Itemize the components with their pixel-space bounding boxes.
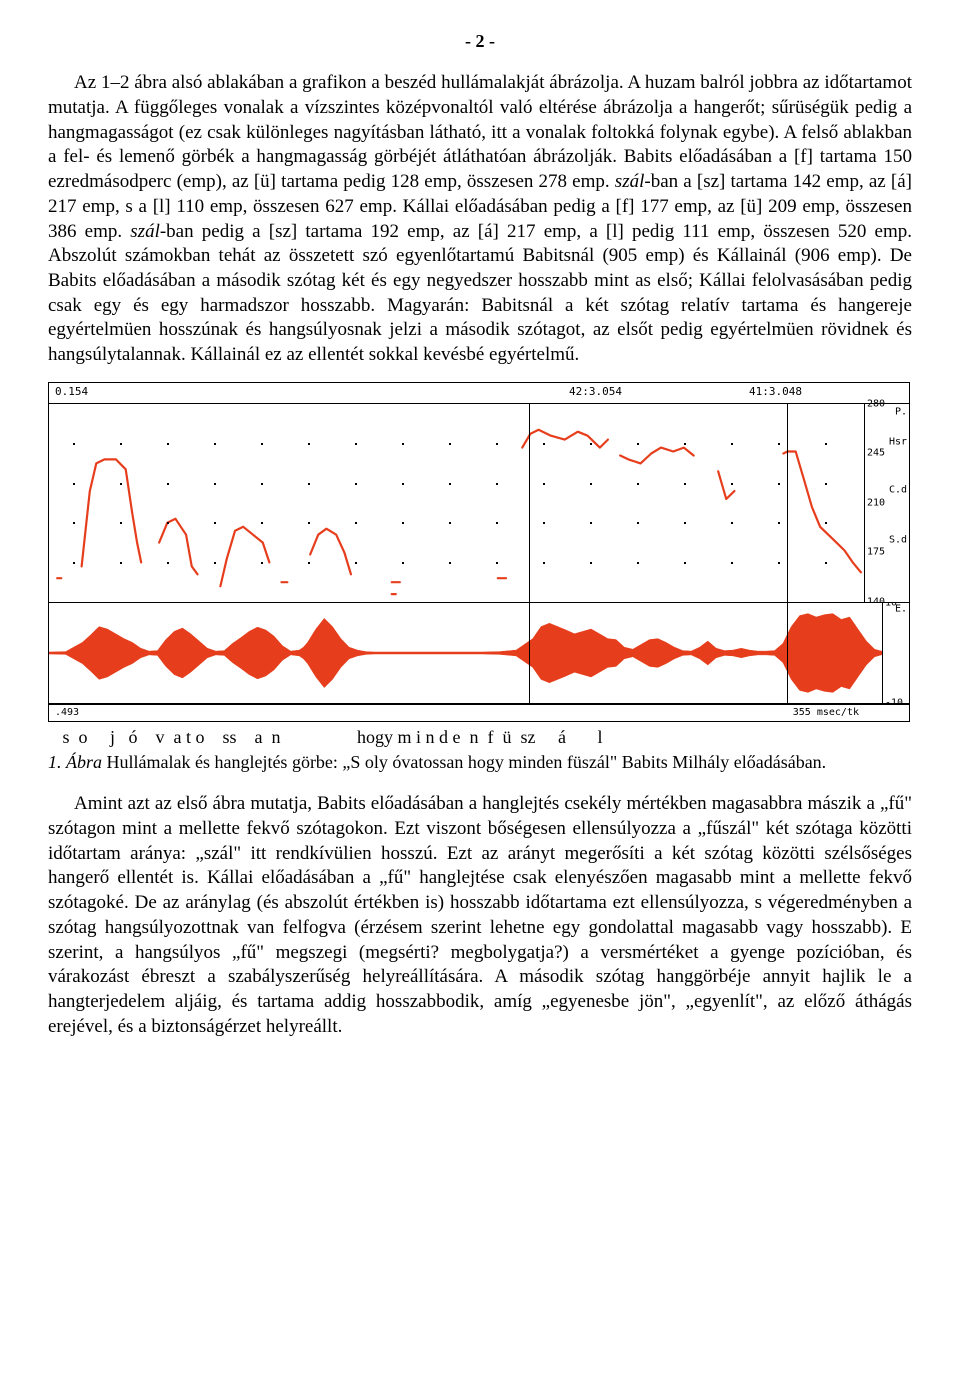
chart-container: 0.154 42:3.054 41:3.048 140175210245280P… [48,382,910,722]
phoneme-row: s o j ó v a t o ss a n hogy m i n d e n … [58,726,912,749]
wave-plot-area [49,603,883,703]
caption-text: Hullámalak és hanglejtés görbe: „S oly ó… [102,752,826,772]
p1-text-c: -ban pedig a [sz] tartama 192 emp, az [á… [48,221,912,365]
paragraph-1: Az 1–2 ábra alsó ablakában a grafikon a … [48,71,912,367]
hdr-mid: 42:3.054 [569,385,622,399]
pitch-plot-area [49,404,865,602]
caption-label: 1. Ábra [48,752,102,772]
pitch-yaxis: 140175210245280P.HsrC.dS.d [864,404,909,602]
wave-yaxis: -1010E. [882,603,909,703]
figure-1: 0.154 42:3.054 41:3.048 140175210245280P… [48,382,912,722]
hdr-left: 0.154 [55,385,88,399]
hdr-right: 41:3.048 [749,385,802,399]
ftr-right: 355 msec/tk [793,706,859,719]
p1-ital-2: szál [130,221,160,242]
chart-header: 0.154 42:3.054 41:3.048 [49,383,909,404]
waveform-svg [49,603,883,703]
pitch-line-svg [49,404,865,602]
ftr-left: .493 [55,706,79,719]
figure-caption: 1. Ábra Hullámalak és hanglejtés görbe: … [48,751,912,774]
paragraph-2: Amint azt az első ábra mutatja, Babits e… [48,792,912,1039]
wave-panel: -1010E. [49,603,909,704]
pitch-panel: 140175210245280P.HsrC.dS.d [49,404,909,603]
page-number: - 2 - [48,30,912,53]
p1-ital-1: szál [615,171,645,192]
chart-footer: .493 355 msec/tk [49,704,909,721]
